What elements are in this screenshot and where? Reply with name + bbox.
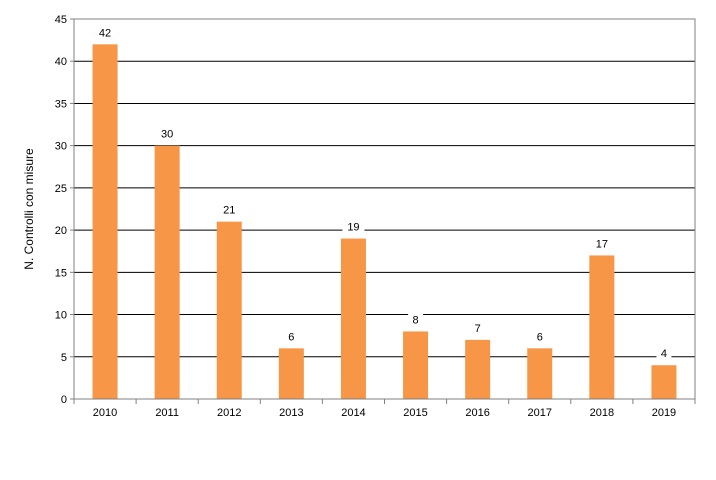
data-label-background xyxy=(656,346,672,361)
bar-2017 xyxy=(527,348,553,399)
plot-area-border xyxy=(73,18,696,400)
data-label-2019: 4 xyxy=(661,348,667,360)
data-label-2017: 6 xyxy=(537,331,543,343)
y-tick-label: 35 xyxy=(55,98,67,110)
x-tick-label: 2016 xyxy=(465,407,489,419)
x-tick-label: 2014 xyxy=(341,407,365,419)
data-label-background xyxy=(94,25,117,40)
x-tick-label: 2010 xyxy=(93,407,117,419)
data-label-background xyxy=(590,236,613,251)
y-axis-label: N. Controlli con misure xyxy=(22,148,36,270)
bar-2019 xyxy=(651,365,677,399)
data-label-2015: 8 xyxy=(412,314,418,326)
x-tick-label: 2017 xyxy=(528,407,552,419)
bar-2010 xyxy=(92,44,118,399)
x-tick-label: 2012 xyxy=(217,407,241,419)
data-label-2016: 7 xyxy=(475,323,481,335)
data-label-background xyxy=(470,320,486,335)
x-tick-label: 2018 xyxy=(590,407,614,419)
x-axis-ticks: 2010 2011 2012 2013 2014 2015 2016 2017 2018 2019 xyxy=(73,399,696,419)
y-tick-label: 5 xyxy=(61,352,67,364)
y-tick-label: 30 xyxy=(55,141,67,153)
y-tick-label: 45 xyxy=(55,14,67,26)
bar-2014 xyxy=(340,238,366,399)
data-label-2011: 30 xyxy=(161,129,173,141)
data-label-background xyxy=(156,126,179,141)
data-label-background xyxy=(408,312,424,327)
data-label-background xyxy=(532,329,548,344)
y-tick-label: 0 xyxy=(61,394,67,406)
bar-2015 xyxy=(403,331,429,399)
bar-2011 xyxy=(154,145,180,399)
x-tick-label: 2013 xyxy=(279,407,303,419)
bar-2016 xyxy=(465,339,491,399)
data-label-background xyxy=(283,329,299,344)
y-tick-label: 10 xyxy=(55,310,67,322)
data-label-2018: 17 xyxy=(596,238,608,250)
y-axis-ticks: 0 5 10 15 20 25 30 35 40 45 xyxy=(55,14,74,406)
data-label-2012: 21 xyxy=(223,205,235,217)
y-tick-label: 25 xyxy=(55,183,67,195)
data-label-2013: 6 xyxy=(288,331,294,343)
y-tick-label: 15 xyxy=(55,267,67,279)
data-label-2014: 19 xyxy=(347,222,359,234)
x-tick-label: 2011 xyxy=(155,407,179,419)
data-labels: 42 30 21 6 19 8 7 6 17 4 xyxy=(94,25,672,361)
y-tick-label: 20 xyxy=(55,225,67,237)
bar-2013 xyxy=(278,348,304,399)
data-label-background xyxy=(218,202,241,217)
y-tick-label: 40 xyxy=(55,56,67,68)
bar-2012 xyxy=(216,221,242,399)
data-label-background xyxy=(342,219,365,234)
x-tick-label: 2015 xyxy=(403,407,427,419)
bar-2018 xyxy=(589,255,615,399)
bars xyxy=(92,44,677,399)
x-tick-label: 2019 xyxy=(652,407,676,419)
data-label-2010: 42 xyxy=(99,27,111,39)
